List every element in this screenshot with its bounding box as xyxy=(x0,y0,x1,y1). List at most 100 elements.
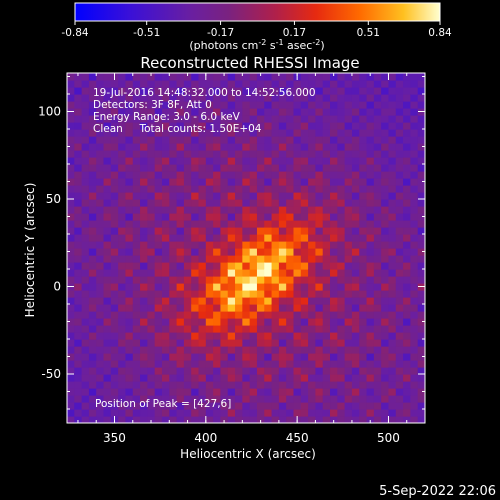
heatmap-cell xyxy=(103,129,112,137)
heatmap-cell xyxy=(417,213,425,221)
heatmap-cell xyxy=(264,108,273,116)
heatmap-cell xyxy=(125,143,134,151)
heatmap-cell xyxy=(264,416,273,423)
heatmap-cell xyxy=(161,108,170,116)
heatmap-cell xyxy=(395,73,404,81)
heatmap-cell xyxy=(242,129,251,137)
heatmap-cell xyxy=(388,374,397,382)
heatmap-cell xyxy=(308,360,317,368)
heatmap-cell xyxy=(235,402,243,410)
heatmap-cell xyxy=(271,311,280,319)
heatmap-cell xyxy=(198,213,207,221)
heatmap-cell xyxy=(67,199,75,207)
heatmap-cell xyxy=(176,283,185,291)
heatmap-cell xyxy=(110,213,119,221)
heatmap-cell xyxy=(205,311,214,319)
heatmap-cell xyxy=(88,381,97,389)
heatmap-cell xyxy=(256,388,265,396)
heatmap-cell xyxy=(67,311,75,319)
heatmap-cell xyxy=(74,290,83,298)
heatmap-cell xyxy=(103,101,112,109)
heatmap-cell xyxy=(359,290,368,298)
heatmap-cell xyxy=(337,283,346,291)
heatmap-cell xyxy=(103,409,112,417)
heatmap-cell xyxy=(322,129,331,137)
heatmap-cell xyxy=(74,80,83,88)
heatmap-cell xyxy=(220,339,229,347)
heatmap-cell xyxy=(96,164,105,172)
heatmap-cell xyxy=(220,318,229,326)
heatmap-cell xyxy=(286,73,295,81)
heatmap-cell xyxy=(235,213,243,221)
heatmap-cell xyxy=(256,220,265,228)
heatmap-cell xyxy=(388,416,397,423)
heatmap-cell xyxy=(395,269,404,277)
heatmap-cell xyxy=(330,269,338,277)
heatmap-cell xyxy=(264,143,273,151)
heatmap-cell xyxy=(278,339,287,347)
heatmap-cell xyxy=(132,248,141,256)
heatmap-cell xyxy=(351,276,360,284)
heatmap-cell xyxy=(315,73,324,81)
heatmap-cell xyxy=(359,220,368,228)
heatmap-cell xyxy=(373,129,382,137)
heatmap-cell xyxy=(96,255,105,263)
heatmap-cell xyxy=(410,367,419,375)
heatmap-cell xyxy=(417,297,425,305)
heatmap-cell xyxy=(264,311,273,319)
heatmap-cell xyxy=(176,381,185,389)
heatmap-cell xyxy=(110,171,119,179)
heatmap-cell xyxy=(308,262,317,270)
heatmap-cell xyxy=(264,87,273,95)
heatmap-cell xyxy=(264,325,273,333)
heatmap-cell xyxy=(125,227,134,235)
heatmap-cell xyxy=(191,171,200,179)
heatmap-cell xyxy=(205,297,214,305)
heatmap-cell xyxy=(337,213,346,221)
heatmap-cell xyxy=(154,227,163,235)
heatmap-cell xyxy=(205,367,214,375)
heatmap-cell xyxy=(198,171,207,179)
heatmap-cell xyxy=(373,248,382,256)
heatmap-cell xyxy=(161,269,170,277)
heatmap-cell xyxy=(403,157,411,165)
heatmap-cell xyxy=(351,290,360,298)
heatmap-cell xyxy=(118,381,127,389)
heatmap-cell xyxy=(67,269,75,277)
heatmap-cell xyxy=(88,304,97,312)
heatmap-cell xyxy=(308,318,317,326)
heatmap-cell xyxy=(161,115,170,123)
heatmap-cell xyxy=(300,346,309,354)
heatmap-cell xyxy=(183,395,192,403)
heatmap-cell xyxy=(410,178,419,186)
y-tick-label: 100 xyxy=(38,105,61,119)
heatmap-cell xyxy=(286,416,295,423)
heatmap-cell xyxy=(242,108,251,116)
heatmap-cell xyxy=(308,332,317,340)
heatmap-cell xyxy=(227,353,236,361)
heatmap-cell xyxy=(183,220,192,228)
heatmap-cell xyxy=(198,367,207,375)
heatmap-cell xyxy=(213,136,222,144)
heatmap-cell xyxy=(359,318,368,326)
heatmap-cell xyxy=(330,297,338,305)
heatmap-cell xyxy=(227,87,236,95)
heatmap-cell xyxy=(205,381,214,389)
heatmap-cell xyxy=(337,318,346,326)
heatmap-cell xyxy=(147,178,156,186)
heatmap-cell xyxy=(213,248,222,256)
heatmap-cell xyxy=(132,171,141,179)
heatmap-cell xyxy=(235,325,243,333)
heatmap-cell xyxy=(235,290,243,298)
heatmap-cell xyxy=(191,290,200,298)
heatmap-cell xyxy=(205,136,214,144)
heatmap-cell xyxy=(351,416,360,423)
heatmap-cell xyxy=(344,87,353,95)
heatmap-cell xyxy=(403,101,411,109)
heatmap-cell xyxy=(256,248,265,256)
heatmap-cell xyxy=(154,220,163,228)
heatmap-cell xyxy=(330,185,338,193)
heatmap-cell xyxy=(198,227,207,235)
heatmap-cell xyxy=(227,304,236,312)
